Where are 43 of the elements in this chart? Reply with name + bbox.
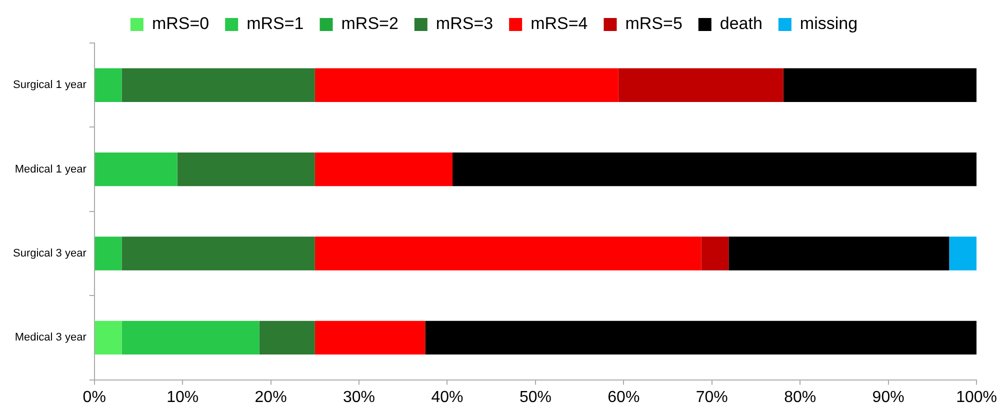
- bar: [314, 236, 702, 270]
- bar: [425, 320, 977, 355]
- legend-label: death: [720, 14, 762, 34]
- bar: [122, 320, 260, 355]
- x-tick-label: 50%: [519, 388, 552, 406]
- bar: [94, 320, 122, 355]
- legend-label: mRS=0: [152, 14, 210, 34]
- bar: [783, 68, 977, 102]
- legend-label: missing: [800, 14, 858, 34]
- legend-label: mRS=4: [530, 14, 588, 34]
- x-tick-label: 30%: [343, 388, 376, 406]
- x-tick-label: 40%: [431, 388, 464, 406]
- bar: [94, 236, 122, 270]
- bar: [314, 68, 618, 102]
- x-tick-label: 70%: [696, 388, 728, 406]
- bar: [728, 236, 950, 270]
- bar: [122, 236, 315, 270]
- bar: [177, 152, 315, 186]
- bar: [259, 320, 315, 355]
- bar: [314, 320, 426, 355]
- x-tick-label: 10%: [166, 388, 199, 406]
- bar: [701, 236, 729, 270]
- bar: [618, 68, 784, 102]
- x-tick-label: 90%: [872, 388, 904, 406]
- x-tick-label: 20%: [254, 388, 287, 406]
- bar: [949, 236, 977, 270]
- bar: [94, 152, 178, 186]
- bar: [94, 68, 122, 102]
- y-tick-label: Surgical 1 year: [12, 79, 87, 92]
- y-tick-label: Medical 3 year: [14, 332, 87, 344]
- bar: [122, 68, 315, 102]
- x-tick-label: 80%: [784, 388, 816, 406]
- y-tick-label: Medical 1 year: [14, 163, 87, 176]
- legend-label: mRS=3: [436, 14, 494, 34]
- y-tick-label: Surgical 3 year: [12, 248, 87, 260]
- legend-label: mRS=1: [246, 14, 304, 34]
- x-tick-label: 100%: [956, 388, 997, 406]
- legend-label: mRS=2: [341, 14, 398, 34]
- legend-label: mRS=5: [625, 14, 682, 34]
- bar: [314, 152, 453, 186]
- bar: [452, 152, 977, 186]
- x-tick-label: 0%: [82, 388, 106, 406]
- x-tick-label: 60%: [608, 388, 640, 406]
